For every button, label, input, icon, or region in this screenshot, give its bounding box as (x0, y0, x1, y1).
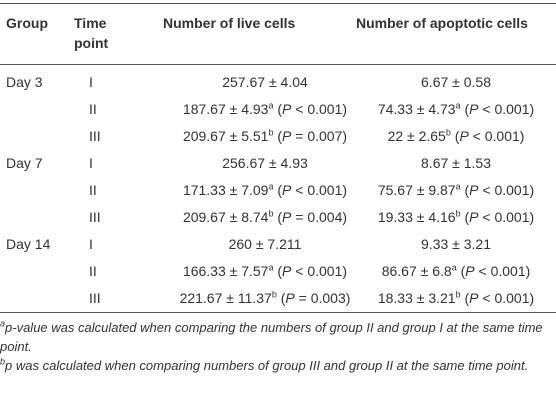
value: 209.67 ± 5.51 (182, 128, 269, 144)
time-point: II (89, 263, 97, 279)
live-cells: 209.67 ± 8.74b (P = 0.004) (140, 204, 390, 231)
group-label: Day 14 (6, 236, 51, 252)
value: 6.67 ± 0.58 (421, 74, 491, 90)
superscript: a (268, 181, 274, 192)
footnote-text: p-value was calculated when comparing th… (0, 320, 543, 354)
live-cells: 257.67 ± 4.04 (140, 69, 390, 96)
value: 74.33 ± 4.73 (377, 101, 456, 117)
footnote: ap-value was calculated when comparing t… (0, 318, 552, 356)
value: 221.67 ± 11.37 (179, 290, 272, 306)
p-value: (P < 0.001) (277, 263, 348, 279)
group-label: Day 7 (6, 155, 43, 171)
value: 257.67 ± 4.04 (222, 74, 308, 90)
footnote-text: p was calculated when comparing numbers … (5, 358, 529, 373)
apoptotic-cells: 75.67 ± 9.87a (P < 0.001) (336, 177, 556, 204)
superscript: b (271, 289, 277, 300)
p-value: (P = 0.003) (280, 290, 351, 306)
time-point: I (89, 155, 93, 171)
header-apoptotic: Number of apoptotic cells (356, 15, 528, 31)
apoptotic-cells: 6.67 ± 0.58 (336, 69, 556, 96)
time-point: II (89, 182, 97, 198)
p-value: (P = 0.007) (277, 128, 348, 144)
p-value: (P < 0.001) (464, 209, 535, 225)
live-cells: 166.33 ± 7.57a (P < 0.001) (140, 258, 390, 285)
live-cells: 187.67 ± 4.93a (P < 0.001) (140, 96, 390, 123)
value: 166.33 ± 7.57 (182, 263, 269, 279)
value: 22 ± 2.65 (387, 128, 446, 144)
footnote-mark: a (0, 318, 6, 329)
p-value: (P < 0.001) (460, 263, 531, 279)
value: 187.67 ± 4.93 (182, 101, 269, 117)
value: 171.33 ± 7.09 (182, 182, 269, 198)
header-rule (0, 64, 556, 65)
superscript: b (455, 208, 461, 219)
apoptotic-cells: 22 ± 2.65b (P < 0.001) (336, 123, 556, 150)
live-cells: 171.33 ± 7.09a (P < 0.001) (140, 177, 390, 204)
superscript: b (445, 127, 451, 138)
p-value: (P = 0.004) (277, 209, 348, 225)
p-value: (P < 0.001) (454, 128, 525, 144)
value: 8.67 ± 1.53 (421, 155, 491, 171)
header-time: Time point (74, 15, 109, 51)
footnote: bp was calculated when comparing numbers… (0, 356, 552, 375)
value: 75.67 ± 9.87 (377, 182, 456, 198)
apoptotic-cells: 74.33 ± 4.73a (P < 0.001) (336, 96, 556, 123)
time-point: I (89, 236, 93, 252)
time-point: III (89, 290, 101, 306)
header-live: Number of live cells (163, 15, 296, 31)
superscript: b (455, 289, 461, 300)
p-value: (P < 0.001) (464, 290, 535, 306)
superscript: a (268, 100, 274, 111)
live-cells: 209.67 ± 5.51b (P = 0.007) (140, 123, 390, 150)
apoptotic-cells: 86.67 ± 6.8a (P < 0.001) (336, 258, 556, 285)
value: 18.33 ± 3.21 (377, 290, 456, 306)
superscript: b (268, 127, 274, 138)
superscript: a (268, 262, 274, 273)
apoptotic-cells: 9.33 ± 3.21 (336, 231, 556, 258)
live-cells: 260 ± 7.211 (140, 231, 390, 258)
apoptotic-cells: 18.33 ± 3.21b (P < 0.001) (336, 285, 556, 312)
value: 209.67 ± 8.74 (182, 209, 269, 225)
apoptotic-cells: 19.33 ± 4.16b (P < 0.001) (336, 204, 556, 231)
live-cells: 256.67 ± 4.93 (140, 150, 390, 177)
value: 19.33 ± 4.16 (377, 209, 456, 225)
group-label: Day 3 (6, 74, 43, 90)
value: 260 ± 7.211 (228, 236, 302, 252)
p-value: (P < 0.001) (464, 182, 535, 198)
time-point: III (89, 128, 101, 144)
top-rule (0, 3, 556, 4)
superscript: a (455, 100, 461, 111)
time-point: II (89, 101, 97, 117)
p-value: (P < 0.001) (464, 101, 535, 117)
superscript: a (451, 262, 457, 273)
apoptotic-cells: 8.67 ± 1.53 (336, 150, 556, 177)
value: 256.67 ± 4.93 (222, 155, 308, 171)
value: 86.67 ± 6.8 (381, 263, 452, 279)
live-cells: 221.67 ± 11.37b (P = 0.003) (140, 285, 390, 312)
p-value: (P < 0.001) (277, 182, 348, 198)
time-point: I (89, 74, 93, 90)
bottom-rule (0, 312, 556, 313)
superscript: b (268, 208, 274, 219)
footnote-mark: b (0, 356, 6, 367)
time-point: III (89, 209, 101, 225)
p-value: (P < 0.001) (277, 101, 348, 117)
value: 9.33 ± 3.21 (421, 236, 491, 252)
header-group: Group (6, 15, 48, 31)
superscript: a (455, 181, 461, 192)
